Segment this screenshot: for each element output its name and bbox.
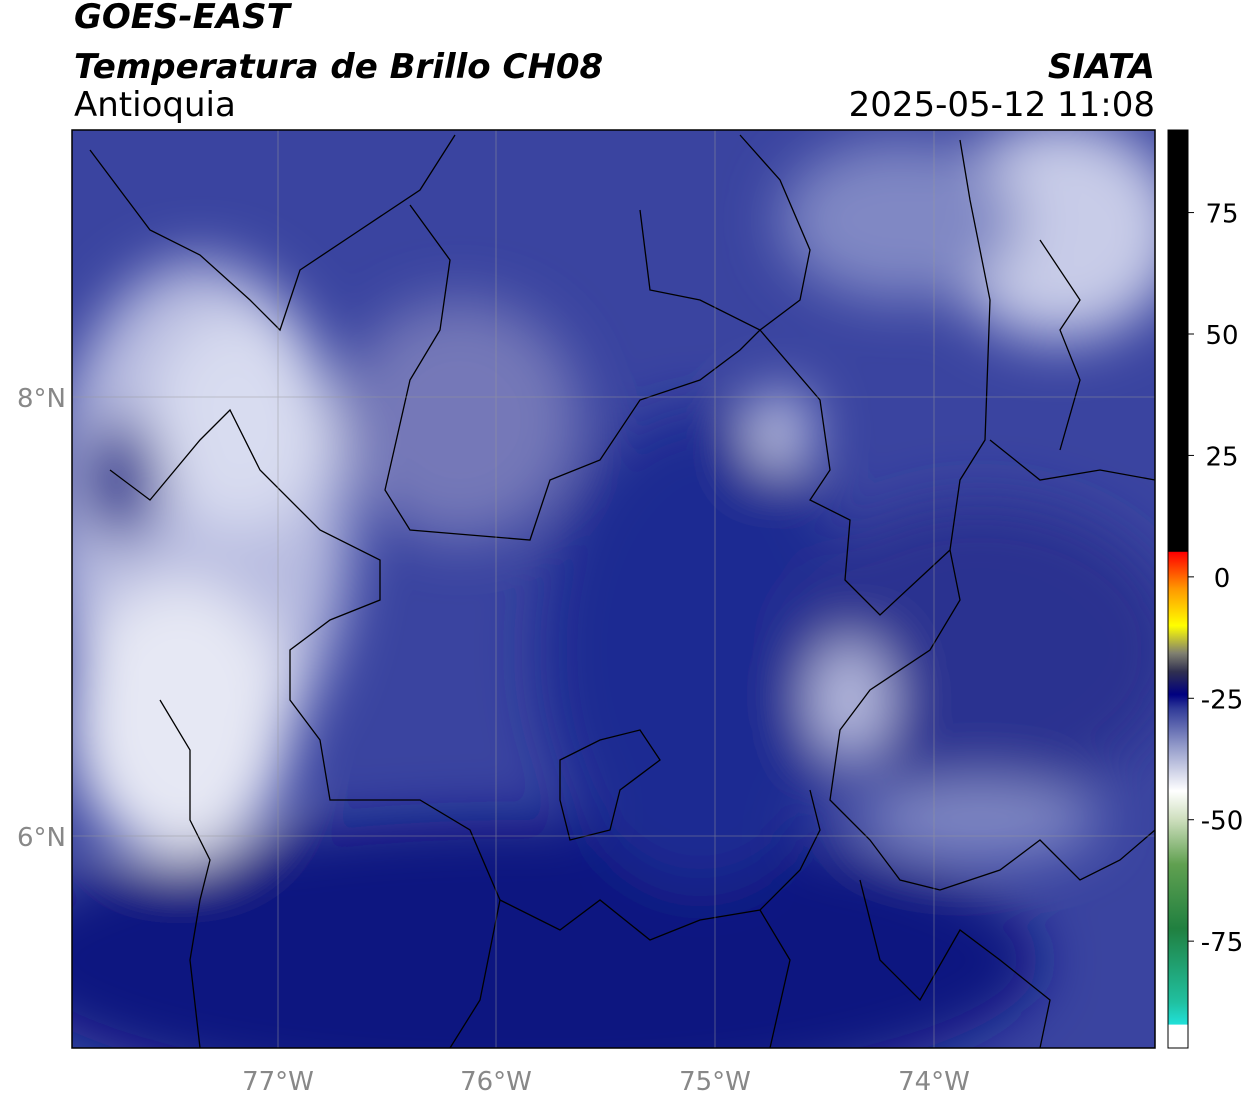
source: SIATA — [1048, 47, 1155, 87]
colorbar-tick-label: 0 — [1214, 564, 1231, 594]
colorbar — [1167, 129, 1189, 1049]
lon-label: 76°W — [460, 1067, 532, 1097]
title: GOES-EAST — [74, 0, 293, 37]
lon-label: 77°W — [242, 1067, 314, 1097]
colorbar-tick-label: -75 — [1201, 928, 1243, 958]
lat-label: 8°N — [17, 384, 66, 414]
colorbar-tick-label: 50 — [1205, 321, 1238, 351]
region: Antioquia — [74, 85, 236, 125]
map-frame — [71, 129, 1156, 1049]
boundaries — [89, 134, 1155, 1048]
colorbar-tick-label: 75 — [1205, 200, 1238, 230]
colorbar-tick-label: -50 — [1201, 807, 1243, 837]
lon-label: 75°W — [679, 1067, 751, 1097]
timestamp: 2025-05-12 11:08 — [849, 85, 1155, 125]
colorbar-tick-label: 25 — [1205, 442, 1238, 472]
lon-label: 74°W — [898, 1067, 970, 1097]
lat-label: 6°N — [17, 823, 66, 853]
colorbar-tick-label: -25 — [1201, 685, 1243, 715]
subtitle: Temperatura de Brillo CH08 — [74, 47, 603, 87]
satellite-image — [72, 130, 1155, 1048]
